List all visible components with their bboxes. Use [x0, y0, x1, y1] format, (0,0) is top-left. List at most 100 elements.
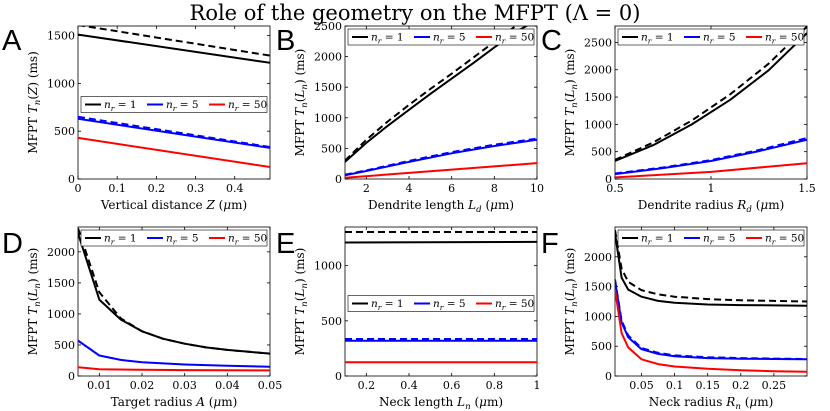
x-axis-label: Neck radius Rn​ (μm): [649, 395, 774, 411]
dashed-line-1: [78, 227, 270, 355]
legend-entry: nr​ = 5: [433, 298, 466, 312]
legend-entry: nr​ = 1: [641, 32, 674, 46]
x-tick-label: 0.01: [87, 379, 112, 392]
y-tick-label: 0: [68, 173, 75, 186]
panel-E: E 0.2 0.4 0.6 0.8 1 0 500 1000 Neck length Ln​ (μ…: [276, 226, 541, 411]
series-group: [615, 229, 807, 373]
y-tick-label: 500: [321, 315, 342, 328]
x-tick-label: 1: [534, 379, 541, 392]
y-tick-label: 1500: [314, 81, 342, 94]
legend-entry: nr​ = 5: [166, 99, 199, 113]
legend-entry: nr​ = 50: [765, 233, 804, 247]
x-tick-label: 1: [708, 182, 715, 195]
series-group: [345, 231, 537, 364]
x-tick-label: 6: [448, 182, 455, 195]
solid-line-1: [78, 33, 270, 64]
y-axis-label: MFPT Tn​(Z) (ms): [26, 51, 43, 154]
y-axis-label: MFPT Tn​(Ln​) (ms): [563, 49, 580, 157]
legend: nr​ = 1 nr​ = 5 nr​ = 50: [347, 295, 535, 312]
y-tick-label: 2000: [584, 64, 612, 77]
solid-line-5: [615, 138, 807, 176]
y-tick-label: 2000: [47, 246, 75, 259]
panel-A: A 0 0.1 0.2 0.3 0.4 0 500 1000 1500 Vertical dista…: [2, 25, 271, 212]
axes-frame: [344, 226, 538, 377]
panel-C: C 0.5 1 1.5 0 500 1000 1500 2000 2500 Dendrite rad…: [541, 25, 816, 215]
legend-entry: nr​ = 5: [166, 233, 199, 247]
x-tick-label: 0.04: [215, 379, 240, 392]
panel-letter: E: [276, 228, 295, 260]
legend-box: [617, 229, 805, 247]
dashed-line-5: [615, 137, 807, 175]
x-tick-label: 0.4: [226, 182, 244, 195]
x-tick-label: 10: [530, 182, 544, 195]
x-tick-label: 0.05: [629, 379, 654, 392]
x-tick-label: 0.8: [486, 379, 504, 392]
panel-D: D 0.01 0.02 0.03 0.04 0.05 0 500 1000 1500 2000 Tar…: [2, 226, 283, 409]
solid-line-1: [78, 232, 270, 355]
y-tick-label: 2500: [584, 36, 612, 49]
axes-frame: [614, 25, 808, 180]
y-tick-label: 2000: [314, 51, 342, 64]
legend: nr​ = 1 nr​ = 5 nr​ = 50: [617, 28, 805, 46]
dashed-line-1: [615, 26, 807, 161]
y-tick-label: 500: [321, 142, 342, 155]
y-tick-label: 1500: [47, 277, 75, 290]
dashed-line-1: [78, 26, 270, 57]
solid-line-1: [345, 240, 537, 244]
y-tick-label: 1500: [47, 30, 75, 43]
panel-letter: F: [541, 228, 559, 260]
y-tick-label: 1000: [584, 310, 612, 323]
x-tick-label: 0.05: [258, 379, 283, 392]
panel-letter: C: [541, 25, 562, 57]
dashed-line-1: [615, 229, 807, 303]
legend-box: [347, 295, 535, 312]
solid-line-50: [615, 289, 807, 373]
x-tick-label: 0.5: [606, 182, 624, 195]
x-tick-label: 0.4: [400, 379, 418, 392]
panel-B: B 2 4 6 8 10 0 500 1000 1500 2000 2500 Dendrite leng…: [276, 20, 544, 215]
panel-F: F 0.05 0.1 0.15 0.2 0.25 0 500 1000 1500 2000 Neck …: [541, 226, 808, 411]
x-tick-label: 4: [406, 182, 413, 195]
legend: nr​ = 1 nr​ = 5 nr​ = 50: [347, 28, 535, 46]
legend: nr​ = 1 nr​ = 5 nr​ = 50: [80, 229, 268, 247]
series-group: [78, 227, 270, 372]
legend-entry: nr​ = 50: [495, 32, 534, 46]
legend-entry: nr​ = 1: [371, 32, 404, 46]
y-tick-label: 1000: [314, 260, 342, 273]
legend-entry: nr​ = 50: [228, 99, 267, 113]
y-tick-label: 500: [591, 340, 612, 353]
y-axis-label: MFPT Tn​(Ln​) (ms): [293, 248, 310, 356]
x-tick-label: 0.2: [358, 379, 376, 392]
legend-entry: nr​ = 5: [433, 32, 466, 46]
solid-line-1: [615, 32, 807, 162]
panel-letter: A: [2, 25, 22, 57]
x-tick-label: 0.2: [732, 379, 750, 392]
legend: nr​ = 1 nr​ = 5 nr​ = 50: [617, 229, 805, 247]
x-tick-label: 2: [363, 182, 370, 195]
y-tick-label: 0: [605, 173, 612, 186]
y-axis-label: MFPT Tn​(Ln​) (ms): [563, 248, 580, 356]
dashed-line-5: [615, 279, 807, 360]
x-axis-label: Dendrite radius Rd​ (μm): [638, 198, 785, 215]
legend-entry: nr​ = 1: [371, 298, 404, 312]
legend-entry: nr​ = 5: [703, 32, 736, 46]
y-tick-label: 0: [605, 370, 612, 383]
legend-entry: nr​ = 50: [495, 298, 534, 312]
legend-box: [80, 96, 268, 113]
y-tick-label: 2500: [314, 20, 342, 33]
y-tick-label: 1500: [584, 281, 612, 294]
y-tick-label: 1000: [47, 77, 75, 90]
figure-title: Role of the geometry on the MFPT (Λ = 0): [190, 1, 641, 25]
legend-box: [617, 28, 805, 46]
x-tick-label: 0.1: [108, 182, 126, 195]
solid-line-50: [78, 136, 270, 168]
axes-frame: [614, 226, 808, 377]
x-tick-label: 0.2: [148, 182, 166, 195]
y-tick-label: 0: [335, 173, 342, 186]
x-tick-label: 0.6: [443, 379, 461, 392]
axes-frame: [344, 25, 538, 180]
solid-line-5: [615, 280, 807, 361]
dashed-line-5: [345, 137, 537, 176]
legend-entry: nr​ = 50: [228, 233, 267, 247]
